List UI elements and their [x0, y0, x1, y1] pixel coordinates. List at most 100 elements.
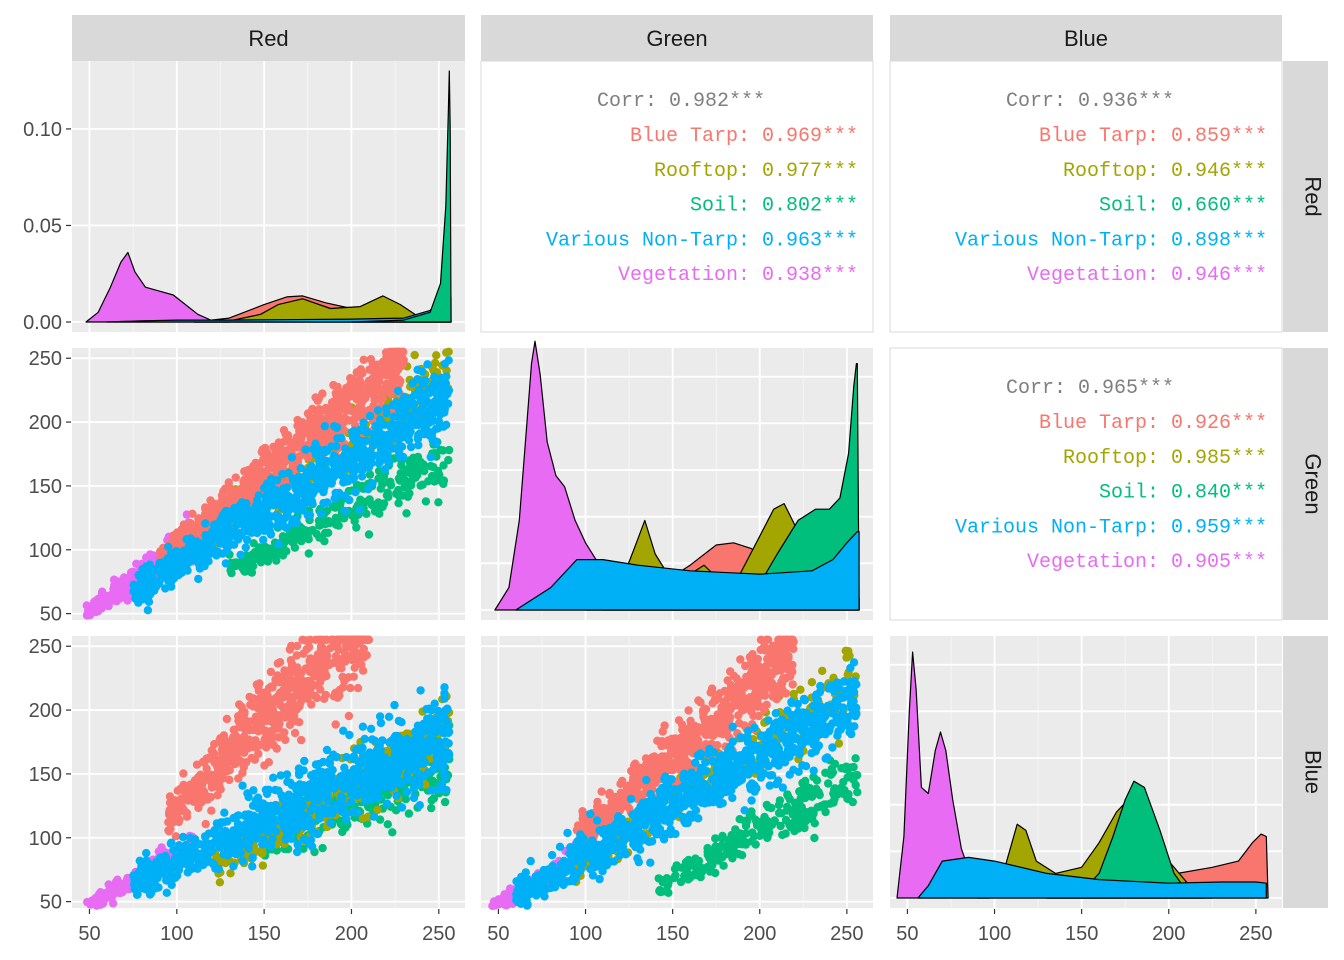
scatter-point	[351, 430, 361, 439]
scatter-point	[142, 553, 151, 562]
scatter-point	[344, 711, 354, 721]
scatter-point	[352, 523, 361, 532]
scatter-point	[428, 776, 437, 785]
scatter-point	[440, 380, 449, 389]
density-blue	[896, 651, 1269, 899]
scatter-point	[283, 483, 292, 492]
scatter-point	[315, 458, 324, 467]
scatter-point	[236, 757, 246, 766]
scatter-point	[296, 698, 305, 707]
scatter-point	[254, 465, 263, 475]
scatter-point	[294, 805, 304, 814]
scatter-point	[384, 712, 394, 721]
scatter-point	[444, 749, 453, 758]
scatter-point	[440, 359, 450, 369]
scatter-point	[248, 862, 257, 871]
scatter-point	[335, 399, 345, 409]
scatter-point	[196, 770, 205, 779]
scatter-point	[341, 414, 350, 424]
scatter-point	[230, 503, 239, 513]
scatter-point	[362, 651, 371, 660]
scatter-point	[260, 761, 269, 770]
scatter-point	[431, 439, 441, 448]
scatter-point	[261, 543, 271, 552]
scatter-point	[423, 360, 432, 369]
chart-marks	[82, 70, 1269, 911]
scatter-point	[290, 782, 299, 791]
scatter-point	[342, 400, 352, 409]
scatter-point	[295, 479, 304, 489]
scatter-point	[269, 492, 279, 501]
scatter-point	[310, 769, 319, 779]
scatter-point	[312, 529, 321, 539]
scatter-point	[182, 808, 192, 818]
scatter-point	[201, 504, 210, 513]
scatter-point	[170, 809, 180, 818]
scatter-point	[267, 474, 276, 483]
scatter-point	[107, 884, 117, 893]
density-curve-vegetation	[85, 251, 230, 323]
scatter-point	[178, 832, 188, 842]
scatter-point	[229, 738, 238, 748]
scatter-point	[209, 776, 218, 785]
scatter-point	[182, 782, 191, 791]
scatter-point	[402, 771, 411, 780]
scatter-point	[280, 522, 289, 531]
scatter-point	[304, 663, 313, 672]
scatter-point	[195, 526, 205, 535]
scatter-point	[308, 500, 317, 509]
scatter-point	[361, 437, 370, 446]
scatter-point	[437, 373, 446, 382]
scatter-point	[370, 378, 380, 387]
scatter-point	[253, 528, 262, 538]
scatter-point	[281, 735, 290, 745]
scatter-point	[348, 475, 358, 484]
scatter-point	[350, 517, 359, 526]
scatter-point	[440, 683, 449, 692]
scatter-point	[373, 406, 383, 415]
scatter-point	[407, 420, 417, 429]
scatter-point	[352, 745, 361, 754]
scatter-point	[295, 718, 304, 727]
scatter-point	[321, 528, 330, 538]
scatter-point	[375, 741, 384, 750]
scatter-point	[227, 568, 236, 578]
scatter-point	[311, 672, 321, 681]
scatter-point	[388, 756, 397, 765]
scatter-point	[261, 458, 271, 467]
scatter-point	[240, 525, 250, 535]
scatter-point	[115, 594, 124, 603]
scatter-point	[169, 553, 179, 562]
scatter-point	[336, 780, 345, 790]
scatter-point	[390, 700, 399, 710]
scatter-point	[291, 437, 300, 447]
scatter-point	[290, 728, 300, 738]
scatter-point	[194, 803, 203, 813]
scatter-point	[267, 717, 277, 726]
scatter-point	[306, 526, 315, 535]
scatter-point	[396, 362, 405, 371]
scatter-point	[238, 856, 247, 866]
scatter-point	[367, 500, 376, 510]
scatter-point	[195, 797, 204, 806]
scatter-point	[433, 713, 442, 723]
scatter-point	[211, 864, 220, 873]
scatter-point	[350, 807, 359, 816]
scatter-point	[142, 848, 151, 858]
scatter-point	[239, 502, 248, 511]
scatter-point	[383, 799, 392, 808]
scatter-point	[117, 881, 127, 891]
scatter-point	[427, 796, 436, 805]
scatter-point	[433, 424, 443, 433]
scatter-point	[297, 668, 306, 677]
scatter-point	[104, 601, 113, 611]
scatter-point	[233, 513, 242, 522]
scatter-point	[388, 828, 397, 837]
scatter-point	[213, 791, 222, 800]
strip-label-top: Green	[646, 26, 707, 51]
scatter-point	[229, 746, 238, 755]
scatter-point	[432, 400, 442, 410]
scatter-point	[206, 545, 215, 555]
scatter-point	[429, 727, 438, 736]
scatter-point	[254, 715, 263, 724]
